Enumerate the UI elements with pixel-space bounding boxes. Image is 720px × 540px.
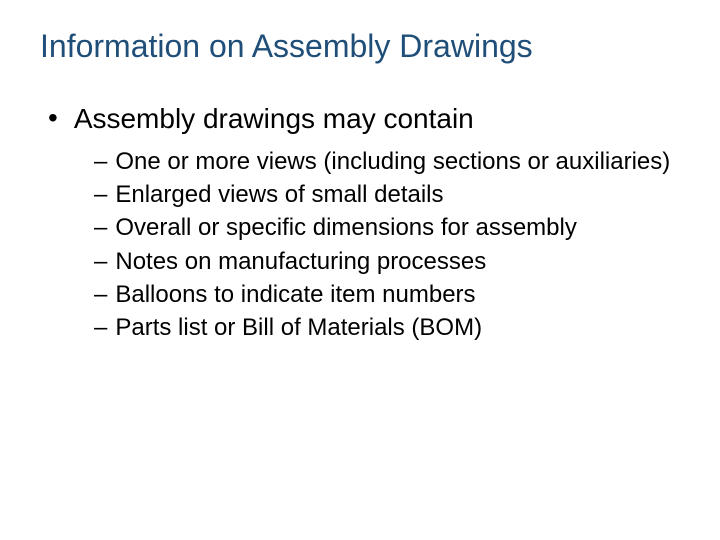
bullet-level-2: – Overall or specific dimensions for ass… <box>94 212 680 243</box>
bullet-marker-l2: – <box>94 212 107 243</box>
slide-title: Information on Assembly Drawings <box>40 28 680 65</box>
bullet-marker-l2: – <box>94 279 107 310</box>
bullet-level-2: – Parts list or Bill of Materials (BOM) <box>94 312 680 343</box>
bullet-level-2: – One or more views (including sections … <box>94 146 680 177</box>
bullet-marker-l2: – <box>94 246 107 277</box>
bullet-marker-l1: • <box>48 101 58 135</box>
bullet-text-l2: Balloons to indicate item numbers <box>115 279 475 310</box>
bullet-marker-l2: – <box>94 312 107 343</box>
bullet-level-2: – Balloons to indicate item numbers <box>94 279 680 310</box>
bullet-text-l2: Parts list or Bill of Materials (BOM) <box>115 312 482 343</box>
bullet-text-l2: One or more views (including sections or… <box>115 146 670 177</box>
bullet-text-l2: Enlarged views of small details <box>115 179 443 210</box>
bullet-level-2: – Enlarged views of small details <box>94 179 680 210</box>
bullet-marker-l2: – <box>94 179 107 210</box>
bullet-level-2: – Notes on manufacturing processes <box>94 246 680 277</box>
bullet-text-l2: Notes on manufacturing processes <box>115 246 486 277</box>
bullet-text-l1: Assembly drawings may contain <box>74 101 474 136</box>
bullet-level-1: • Assembly drawings may contain <box>48 101 680 136</box>
bullet-marker-l2: – <box>94 146 107 177</box>
bullet-text-l2: Overall or specific dimensions for assem… <box>115 212 577 243</box>
